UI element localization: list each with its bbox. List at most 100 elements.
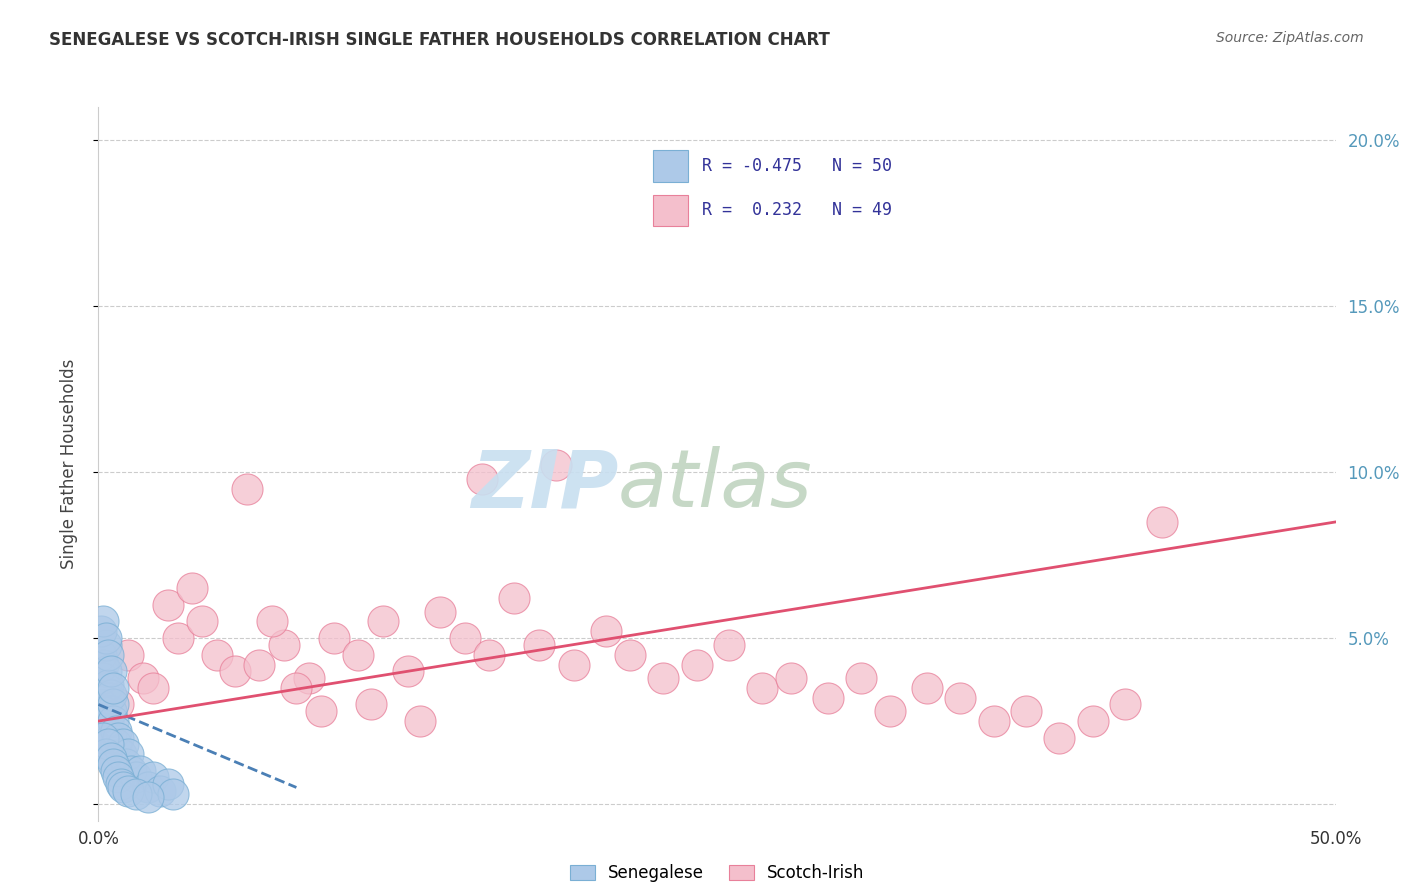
Point (120, 764, 142, 778)
Point (97, 648, 120, 662)
Point (817, 690, 839, 705)
Point (527, 638, 550, 652)
Point (94, 631, 117, 645)
Point (117, 648, 139, 662)
Point (205, 648, 228, 662)
Point (136, 790, 159, 805)
Point (136, 780, 159, 795)
Point (97, 714, 120, 728)
Point (132, 671, 155, 685)
Point (849, 671, 872, 685)
Point (93, 615, 115, 629)
Point (503, 591, 526, 606)
Point (651, 671, 673, 685)
Point (97, 737, 120, 751)
Point (117, 784, 139, 798)
Point (273, 638, 295, 652)
Point (224, 665, 246, 679)
Point (97, 677, 120, 691)
Text: ZIP: ZIP (471, 446, 619, 524)
Point (236, 482, 259, 496)
Point (104, 724, 127, 739)
Point (247, 657, 270, 672)
Point (103, 698, 125, 712)
Point (360, 698, 382, 712)
Point (94, 681, 117, 695)
Point (309, 704, 332, 718)
Point (100, 665, 122, 679)
Point (1047, 731, 1070, 745)
Point (93, 671, 115, 685)
Point (1015, 704, 1038, 718)
Point (94, 724, 117, 739)
Point (112, 737, 135, 751)
Point (917, 681, 939, 695)
Point (94, 747, 117, 762)
Point (686, 657, 709, 672)
Point (181, 582, 204, 596)
Point (879, 704, 901, 718)
Point (103, 714, 125, 728)
Point (595, 624, 617, 639)
Point (1114, 698, 1136, 712)
Point (100, 688, 122, 702)
Point (285, 681, 308, 695)
Point (100, 731, 122, 745)
Point (93, 657, 115, 672)
Point (112, 780, 135, 795)
Point (93, 704, 115, 718)
Y-axis label: Single Father Households: Single Father Households (59, 359, 77, 569)
Point (347, 648, 370, 662)
Point (100, 750, 122, 764)
Point (948, 690, 970, 705)
Point (471, 472, 494, 486)
Point (1152, 515, 1174, 529)
Point (107, 698, 129, 712)
Point (166, 631, 188, 645)
Text: SENEGALESE VS SCOTCH-IRISH SINGLE FATHER HOUSEHOLDS CORRELATION CHART: SENEGALESE VS SCOTCH-IRISH SINGLE FATHER… (49, 31, 830, 49)
Text: Source: ZipAtlas.com: Source: ZipAtlas.com (1216, 31, 1364, 45)
Point (124, 771, 146, 785)
Point (117, 747, 139, 762)
Point (371, 615, 394, 629)
Point (94, 665, 117, 679)
Point (149, 784, 172, 798)
Point (751, 681, 773, 695)
Point (90, 698, 112, 712)
Point (718, 638, 741, 652)
Point (453, 631, 475, 645)
Point (619, 648, 641, 662)
Point (1083, 714, 1105, 728)
Point (142, 681, 165, 695)
Point (129, 764, 152, 778)
Point (90, 648, 112, 662)
Point (156, 598, 179, 612)
Point (110, 777, 132, 791)
Point (780, 671, 803, 685)
Point (94, 638, 117, 652)
Point (104, 737, 127, 751)
Point (983, 714, 1005, 728)
Point (110, 747, 132, 762)
Point (97, 690, 120, 705)
Point (104, 764, 127, 778)
Point (142, 771, 165, 785)
Point (103, 757, 125, 772)
Point (93, 731, 115, 745)
Point (156, 777, 179, 791)
Point (162, 787, 184, 801)
Point (124, 787, 146, 801)
Point (396, 665, 419, 679)
Point (103, 681, 125, 695)
Point (478, 648, 501, 662)
Point (100, 704, 122, 718)
Point (107, 731, 129, 745)
Point (90, 624, 112, 639)
Point (114, 757, 136, 772)
Point (322, 631, 344, 645)
Point (409, 714, 432, 728)
Text: atlas: atlas (619, 446, 813, 524)
Legend: Senegalese, Scotch-Irish: Senegalese, Scotch-Irish (561, 856, 873, 891)
Bar (654, 150, 688, 182)
Text: R =  0.232   N = 49: R = 0.232 N = 49 (702, 202, 891, 219)
